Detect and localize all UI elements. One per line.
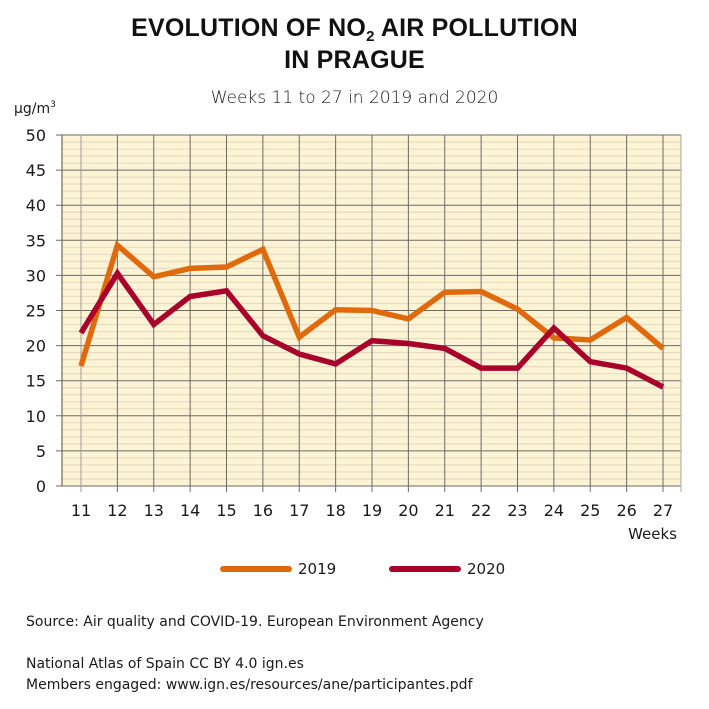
- y-tick-label: 50: [26, 126, 46, 145]
- legend: 2019 2020: [0, 560, 709, 584]
- legend-swatch-2019: [220, 566, 292, 572]
- y-tick-label: 20: [26, 337, 46, 356]
- title-text-continued: AIR POLLUTION: [374, 14, 578, 42]
- y-tick-label: 5: [36, 442, 46, 461]
- chart-title-line-2: IN PRAGUE: [284, 46, 425, 74]
- y-axis-ticks: 0 5 10 15 20 25 30 35 40 45 50: [26, 126, 46, 496]
- legend-label-2020: 2020: [467, 560, 506, 578]
- legend-swatch-2020: [389, 566, 461, 572]
- x-tick-label: 22: [471, 501, 491, 520]
- x-tick-label: 24: [544, 501, 564, 520]
- title-text: EVOLUTION OF NO: [131, 14, 367, 42]
- y-tick-label: 30: [26, 266, 46, 285]
- x-tick-label: 13: [144, 501, 164, 520]
- y-tick-label: 25: [26, 302, 46, 321]
- chart-title-line-1: EVOLUTION OF NO2 AIR POLLUTION: [0, 14, 709, 45]
- x-axis-ticks: 11 12 13 14 15 16 17 18 19 20 21 22 23 24 25 26 27: [71, 501, 673, 520]
- y-tick-label: 45: [26, 161, 46, 180]
- chart-subtitle: Weeks 11 to 27 in 2019 and 2020: [210, 88, 499, 108]
- atlas-credit: National Atlas of Spain CC BY 4.0 ign.es: [26, 656, 304, 672]
- line-chart: 0 5 10 15 20 25 30 35 40 45 50 11 12 13 14 15 16 17 18 19 2…: [26, 126, 682, 543]
- x-axis-label: Weeks: [628, 525, 677, 543]
- y-tick-label: 10: [26, 407, 46, 426]
- x-tick-label: 16: [253, 501, 273, 520]
- x-tick-label: 18: [325, 501, 345, 520]
- x-tick-label: 23: [507, 501, 527, 520]
- members-link-note: Members engaged: www.ign.es/resources/an…: [26, 677, 473, 693]
- x-tick-label: 17: [289, 501, 309, 520]
- vertical-gridlines: [61, 135, 682, 492]
- y-tick-label: 40: [26, 196, 46, 215]
- legend-label-2019: 2019: [298, 560, 337, 578]
- x-tick-label: 12: [107, 501, 127, 520]
- series-lines: [78, 240, 665, 390]
- x-tick-label: 11: [71, 501, 91, 520]
- source-note: Source: Air quality and COVID-19. Europe…: [26, 614, 484, 630]
- y-axis-unit-label: µg/m3: [14, 100, 56, 118]
- x-tick-label: 26: [616, 501, 636, 520]
- legend-item-2019: 2019: [220, 560, 336, 578]
- x-tick-label: 15: [216, 501, 236, 520]
- legend-item-2020: 2020: [389, 560, 505, 578]
- y-tick-label: 35: [26, 231, 46, 250]
- series-line-2020: [78, 268, 665, 390]
- x-tick-label: 27: [653, 501, 673, 520]
- unit-superscript: 3: [50, 100, 56, 110]
- x-tick-label: 19: [362, 501, 382, 520]
- x-tick-label: 25: [580, 501, 600, 520]
- title-subscript: 2: [366, 28, 375, 45]
- x-tick-label: 14: [180, 501, 200, 520]
- y-tick-label: 0: [36, 477, 46, 496]
- unit-base: µg/m: [14, 101, 51, 117]
- y-tick-label: 15: [26, 372, 46, 391]
- x-tick-label: 21: [435, 501, 455, 520]
- x-tick-label: 20: [398, 501, 418, 520]
